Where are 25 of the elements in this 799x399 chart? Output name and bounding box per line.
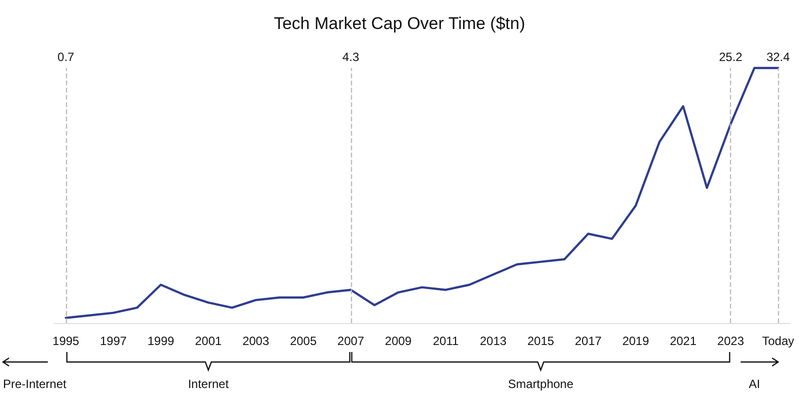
x-tick-label: 2015 [527, 334, 554, 348]
text: Pre-Internet [3, 377, 68, 391]
x-tick-label: 2009 [384, 334, 412, 348]
x-tick-label: Today [762, 334, 794, 348]
text: Internet [188, 377, 230, 391]
chart-title: Tech Market Cap Over Time ($tn) [274, 14, 526, 33]
x-tick-label: 2019 [622, 334, 650, 348]
ref-line-label: 32.4 [766, 50, 790, 64]
x-tick-label: 2021 [670, 334, 697, 348]
x-tick-label: 2001 [194, 334, 222, 348]
x-tick-label: 2013 [480, 334, 507, 348]
x-tick-label: 2023 [717, 334, 744, 348]
x-tick-label: 2017 [574, 334, 602, 348]
x-tick-label: 1997 [100, 334, 128, 348]
ref-line-label: 0.7 [58, 50, 75, 64]
ref-line-label: 25.2 [718, 50, 743, 64]
x-tick-label: 2007 [337, 334, 364, 348]
x-tick-label: 2003 [242, 334, 270, 348]
x-tick-label: 2011 [432, 334, 459, 348]
text: AI [748, 377, 760, 391]
ref-line-label: 4.3 [342, 50, 360, 64]
text: Smartphone [508, 377, 574, 391]
x-tick-label: 2005 [290, 334, 317, 348]
x-tick-label: 1999 [147, 334, 175, 348]
x-tick-label: 1995 [52, 334, 80, 348]
